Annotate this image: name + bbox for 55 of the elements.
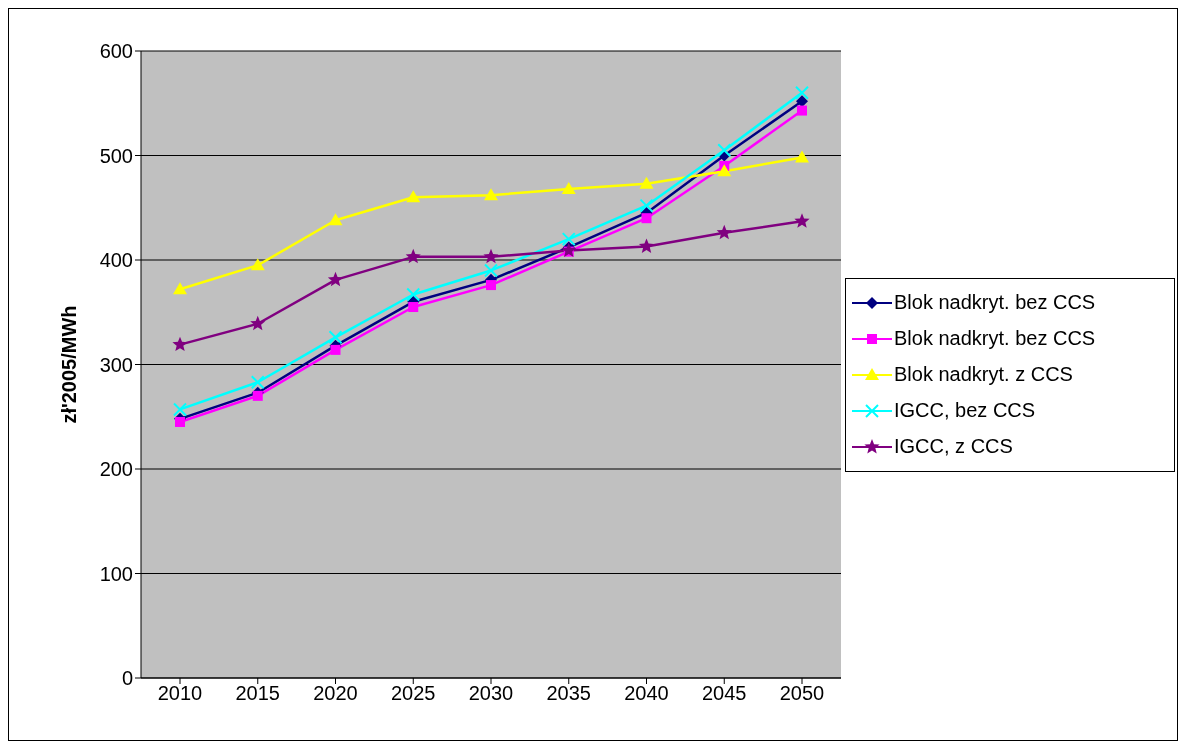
point <box>561 242 577 258</box>
y-tick-label: 200 <box>99 458 133 481</box>
y-tick-label: 300 <box>99 353 133 376</box>
x-tick-label: 2030 <box>468 682 514 705</box>
x-tick-label: 2040 <box>624 682 669 705</box>
point <box>405 248 421 264</box>
x-tick-label: 2020 <box>313 682 358 705</box>
point <box>172 336 188 352</box>
y-tick-label: 400 <box>99 249 133 272</box>
y-tick-label: 500 <box>99 144 133 167</box>
y-tick-label: 600 <box>99 40 133 63</box>
point <box>330 344 341 355</box>
point <box>794 213 810 228</box>
point <box>250 258 265 271</box>
x-tick-label: 2045 <box>702 682 747 705</box>
point <box>484 188 498 201</box>
point <box>561 181 576 194</box>
point <box>408 302 419 313</box>
point <box>484 263 498 278</box>
point <box>406 190 421 203</box>
point <box>252 390 263 401</box>
point <box>173 402 187 417</box>
x-tick-label: 2050 <box>779 682 825 705</box>
legend-label: Blok nadkryt. z CCS <box>894 363 1073 386</box>
point <box>406 287 421 302</box>
point <box>328 330 343 345</box>
point <box>641 213 652 224</box>
point <box>175 416 185 427</box>
point <box>486 280 496 291</box>
point <box>717 143 732 158</box>
point <box>639 176 654 189</box>
point <box>717 164 732 177</box>
point <box>328 213 343 226</box>
point <box>639 198 654 213</box>
point <box>797 105 807 116</box>
point <box>561 232 576 247</box>
legend-label: IGCC, z CCS <box>894 435 1013 458</box>
legend-label: IGCC, bez CCS <box>894 399 1036 422</box>
legend-label: Blok nadkryt. bez CCS <box>894 291 1096 314</box>
point <box>638 238 655 253</box>
point <box>795 150 809 163</box>
x-tick-label: 2015 <box>235 682 280 705</box>
point <box>795 85 809 100</box>
point <box>173 282 187 295</box>
x-tick-label: 2025 <box>391 682 436 705</box>
x-tick-label: 2035 <box>546 682 591 705</box>
point <box>250 315 266 331</box>
point <box>716 224 732 240</box>
legend-label: Blok nadkryt. bez CCS <box>894 327 1096 350</box>
x-tick-label: 2010 <box>157 682 203 705</box>
point <box>483 248 499 264</box>
y-tick-label: 0 <box>121 667 133 690</box>
point <box>250 375 265 390</box>
y-tick-label: 100 <box>99 562 133 585</box>
y-axis-title: zł'2005/MWh <box>58 305 81 424</box>
